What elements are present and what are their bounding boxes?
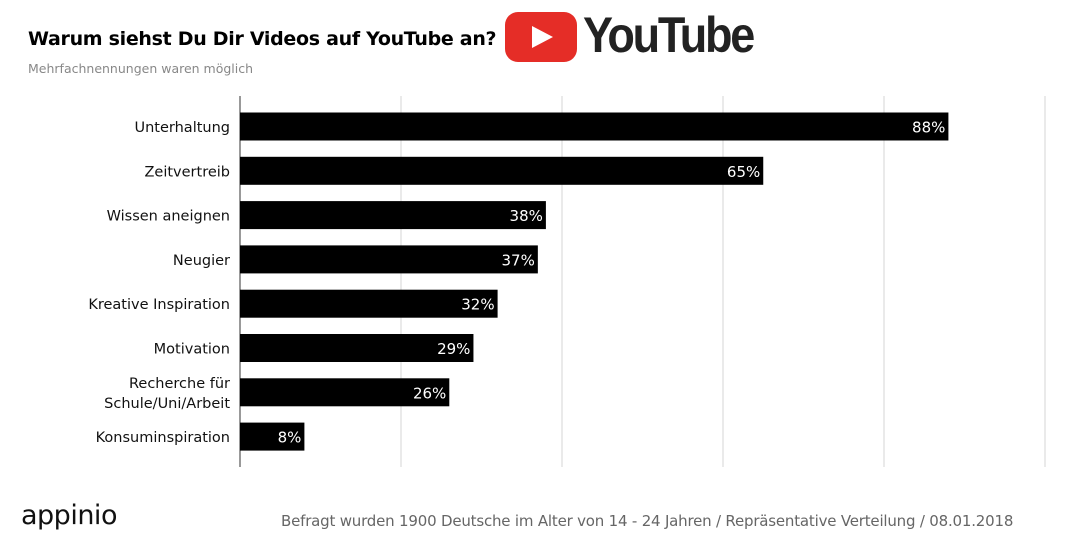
youtube-wordmark: YouTube [583,7,755,63]
bar [240,289,498,318]
category-label: Kreative Inspiration [88,297,230,313]
bar [240,334,474,362]
chart-title: Warum siehst Du Dir Videos auf YouTube a… [28,28,497,50]
category-label: Motivation [154,342,230,358]
data-label: 32% [461,296,494,314]
data-label: 38% [510,207,543,225]
data-label: 37% [502,251,535,269]
youtube-logo: YouTube [505,7,755,66]
footer-note: Befragt wurden 1900 Deutsche im Alter vo… [281,512,1014,530]
bar [240,422,305,451]
category-label: Recherche für [129,376,230,392]
bar [240,201,546,230]
bar [240,245,538,274]
appinio-logo: appinio [21,500,117,531]
bar [240,378,450,407]
category-label: Wissen aneignen [107,209,230,225]
bar [240,112,949,141]
data-label: 65% [727,163,760,181]
play-icon [505,12,577,62]
data-label: 88% [912,119,945,137]
category-label: Konsuminspiration [96,430,230,446]
bar [240,156,764,185]
data-label: 26% [413,384,446,402]
bar-chart: 88% Unterhaltung 65% Zeitvertreib 38% Wissen … [88,96,1046,467]
category-label: Zeitvertreib [144,164,230,180]
chart-subtitle: Mehrfachnennungen waren möglich [28,61,254,76]
data-label: 29% [437,340,470,358]
data-label: 8% [278,429,302,447]
category-label: Unterhaltung [135,120,231,136]
category-label: Schule/Uni/Arbeit [104,396,230,412]
category-label: Neugier [173,253,230,269]
